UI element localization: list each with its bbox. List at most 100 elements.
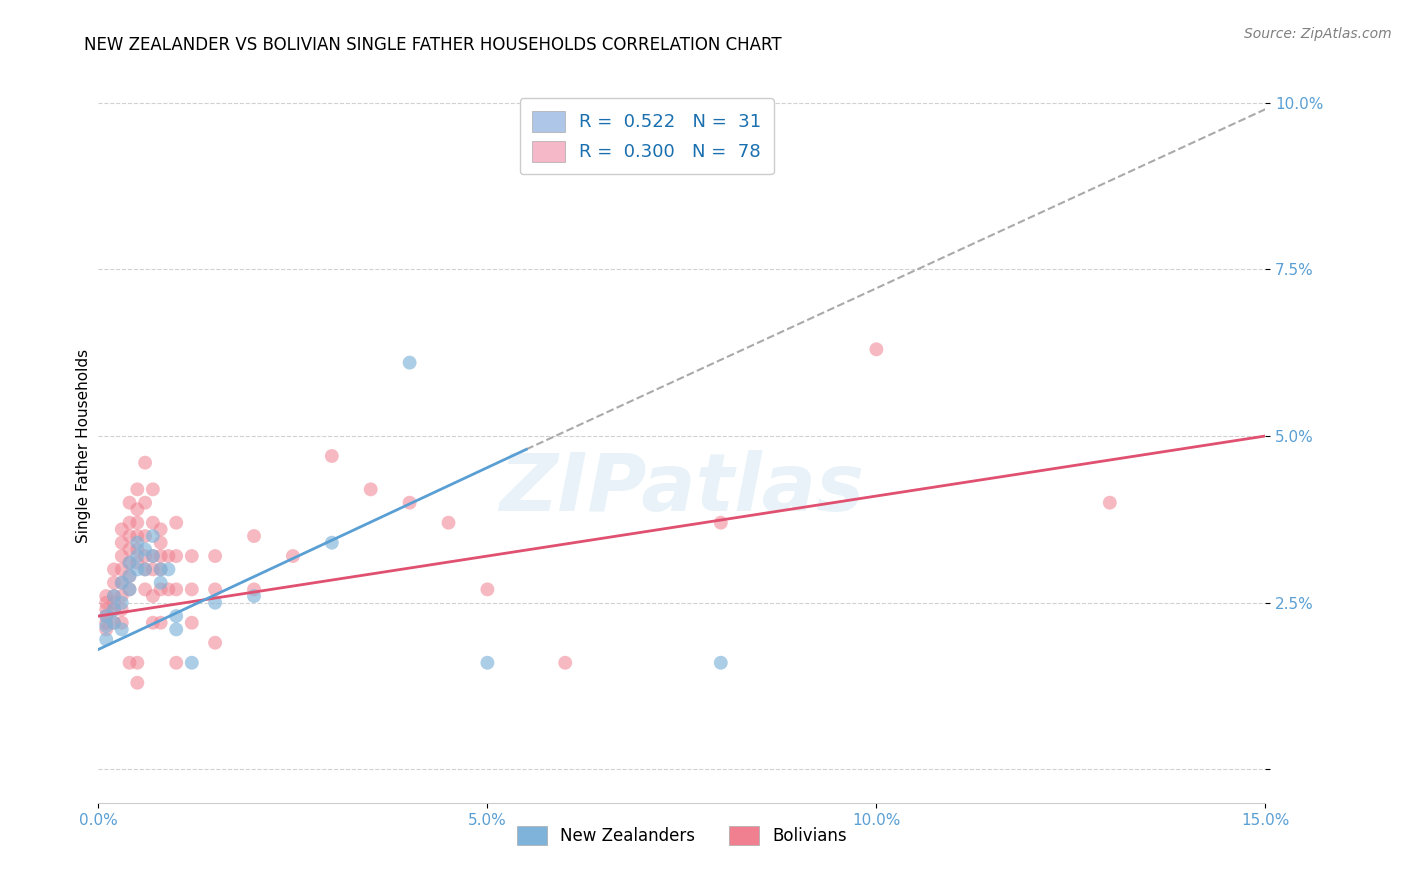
Point bbox=[710, 516, 733, 530]
Text: ZIPatlas: ZIPatlas bbox=[499, 450, 865, 528]
Point bbox=[165, 656, 187, 670]
Point bbox=[111, 575, 134, 590]
Point bbox=[118, 656, 141, 670]
Point bbox=[1098, 496, 1121, 510]
Point bbox=[118, 569, 141, 583]
Point bbox=[149, 535, 172, 549]
Point bbox=[96, 609, 118, 624]
Point bbox=[180, 656, 202, 670]
Point bbox=[281, 549, 304, 563]
Point bbox=[118, 569, 141, 583]
Point bbox=[127, 656, 149, 670]
Point bbox=[111, 562, 134, 576]
Point bbox=[554, 656, 576, 670]
Point bbox=[149, 562, 172, 576]
Point bbox=[157, 549, 180, 563]
Point bbox=[204, 549, 226, 563]
Point bbox=[103, 602, 125, 616]
Point bbox=[180, 549, 202, 563]
Point bbox=[243, 529, 266, 543]
Y-axis label: Single Father Households: Single Father Households bbox=[76, 349, 91, 543]
Point bbox=[127, 562, 149, 576]
Point bbox=[165, 582, 187, 597]
Point bbox=[127, 483, 149, 497]
Point bbox=[111, 615, 134, 630]
Point bbox=[157, 562, 180, 576]
Point bbox=[134, 562, 156, 576]
Point bbox=[127, 549, 149, 563]
Point bbox=[96, 589, 118, 603]
Point bbox=[103, 602, 125, 616]
Point bbox=[477, 656, 499, 670]
Text: Source: ZipAtlas.com: Source: ZipAtlas.com bbox=[1244, 27, 1392, 41]
Point bbox=[111, 522, 134, 536]
Point bbox=[149, 615, 172, 630]
Point bbox=[149, 575, 172, 590]
Point bbox=[96, 602, 118, 616]
Point bbox=[127, 675, 149, 690]
Point bbox=[96, 615, 118, 630]
Point bbox=[243, 582, 266, 597]
Point bbox=[134, 496, 156, 510]
Point bbox=[103, 615, 125, 630]
Point bbox=[118, 516, 141, 530]
Point bbox=[142, 589, 165, 603]
Point bbox=[134, 529, 156, 543]
Point bbox=[477, 582, 499, 597]
Point bbox=[103, 575, 125, 590]
Point bbox=[142, 516, 165, 530]
Point bbox=[111, 535, 134, 549]
Point bbox=[118, 556, 141, 570]
Point bbox=[142, 549, 165, 563]
Point bbox=[204, 596, 226, 610]
Point bbox=[149, 562, 172, 576]
Point bbox=[103, 596, 125, 610]
Point bbox=[103, 589, 125, 603]
Point bbox=[118, 556, 141, 570]
Point bbox=[127, 516, 149, 530]
Point bbox=[165, 623, 187, 637]
Point bbox=[134, 562, 156, 576]
Point bbox=[96, 609, 118, 624]
Point bbox=[134, 456, 156, 470]
Point bbox=[111, 602, 134, 616]
Point bbox=[96, 623, 118, 637]
Point bbox=[103, 562, 125, 576]
Point bbox=[142, 483, 165, 497]
Point bbox=[127, 529, 149, 543]
Point bbox=[165, 549, 187, 563]
Point bbox=[127, 556, 149, 570]
Point bbox=[204, 636, 226, 650]
Point bbox=[127, 502, 149, 516]
Point bbox=[321, 449, 343, 463]
Point bbox=[118, 529, 141, 543]
Point bbox=[204, 582, 226, 597]
Point bbox=[134, 549, 156, 563]
Point bbox=[111, 589, 134, 603]
Point bbox=[103, 615, 125, 630]
Point bbox=[118, 582, 141, 597]
Point bbox=[118, 582, 141, 597]
Point bbox=[437, 516, 460, 530]
Point bbox=[142, 529, 165, 543]
Point bbox=[180, 582, 202, 597]
Point bbox=[865, 343, 887, 357]
Point bbox=[321, 535, 343, 549]
Point bbox=[118, 496, 141, 510]
Point bbox=[127, 542, 149, 557]
Point bbox=[111, 549, 134, 563]
Point bbox=[96, 619, 118, 633]
Point bbox=[157, 582, 180, 597]
Point bbox=[142, 549, 165, 563]
Point bbox=[134, 582, 156, 597]
Point bbox=[149, 522, 172, 536]
Point bbox=[111, 623, 134, 637]
Point bbox=[398, 496, 420, 510]
Text: NEW ZEALANDER VS BOLIVIAN SINGLE FATHER HOUSEHOLDS CORRELATION CHART: NEW ZEALANDER VS BOLIVIAN SINGLE FATHER … bbox=[84, 36, 782, 54]
Point bbox=[165, 516, 187, 530]
Point bbox=[243, 589, 266, 603]
Point bbox=[165, 609, 187, 624]
Point bbox=[127, 535, 149, 549]
Point bbox=[111, 596, 134, 610]
Point bbox=[103, 589, 125, 603]
